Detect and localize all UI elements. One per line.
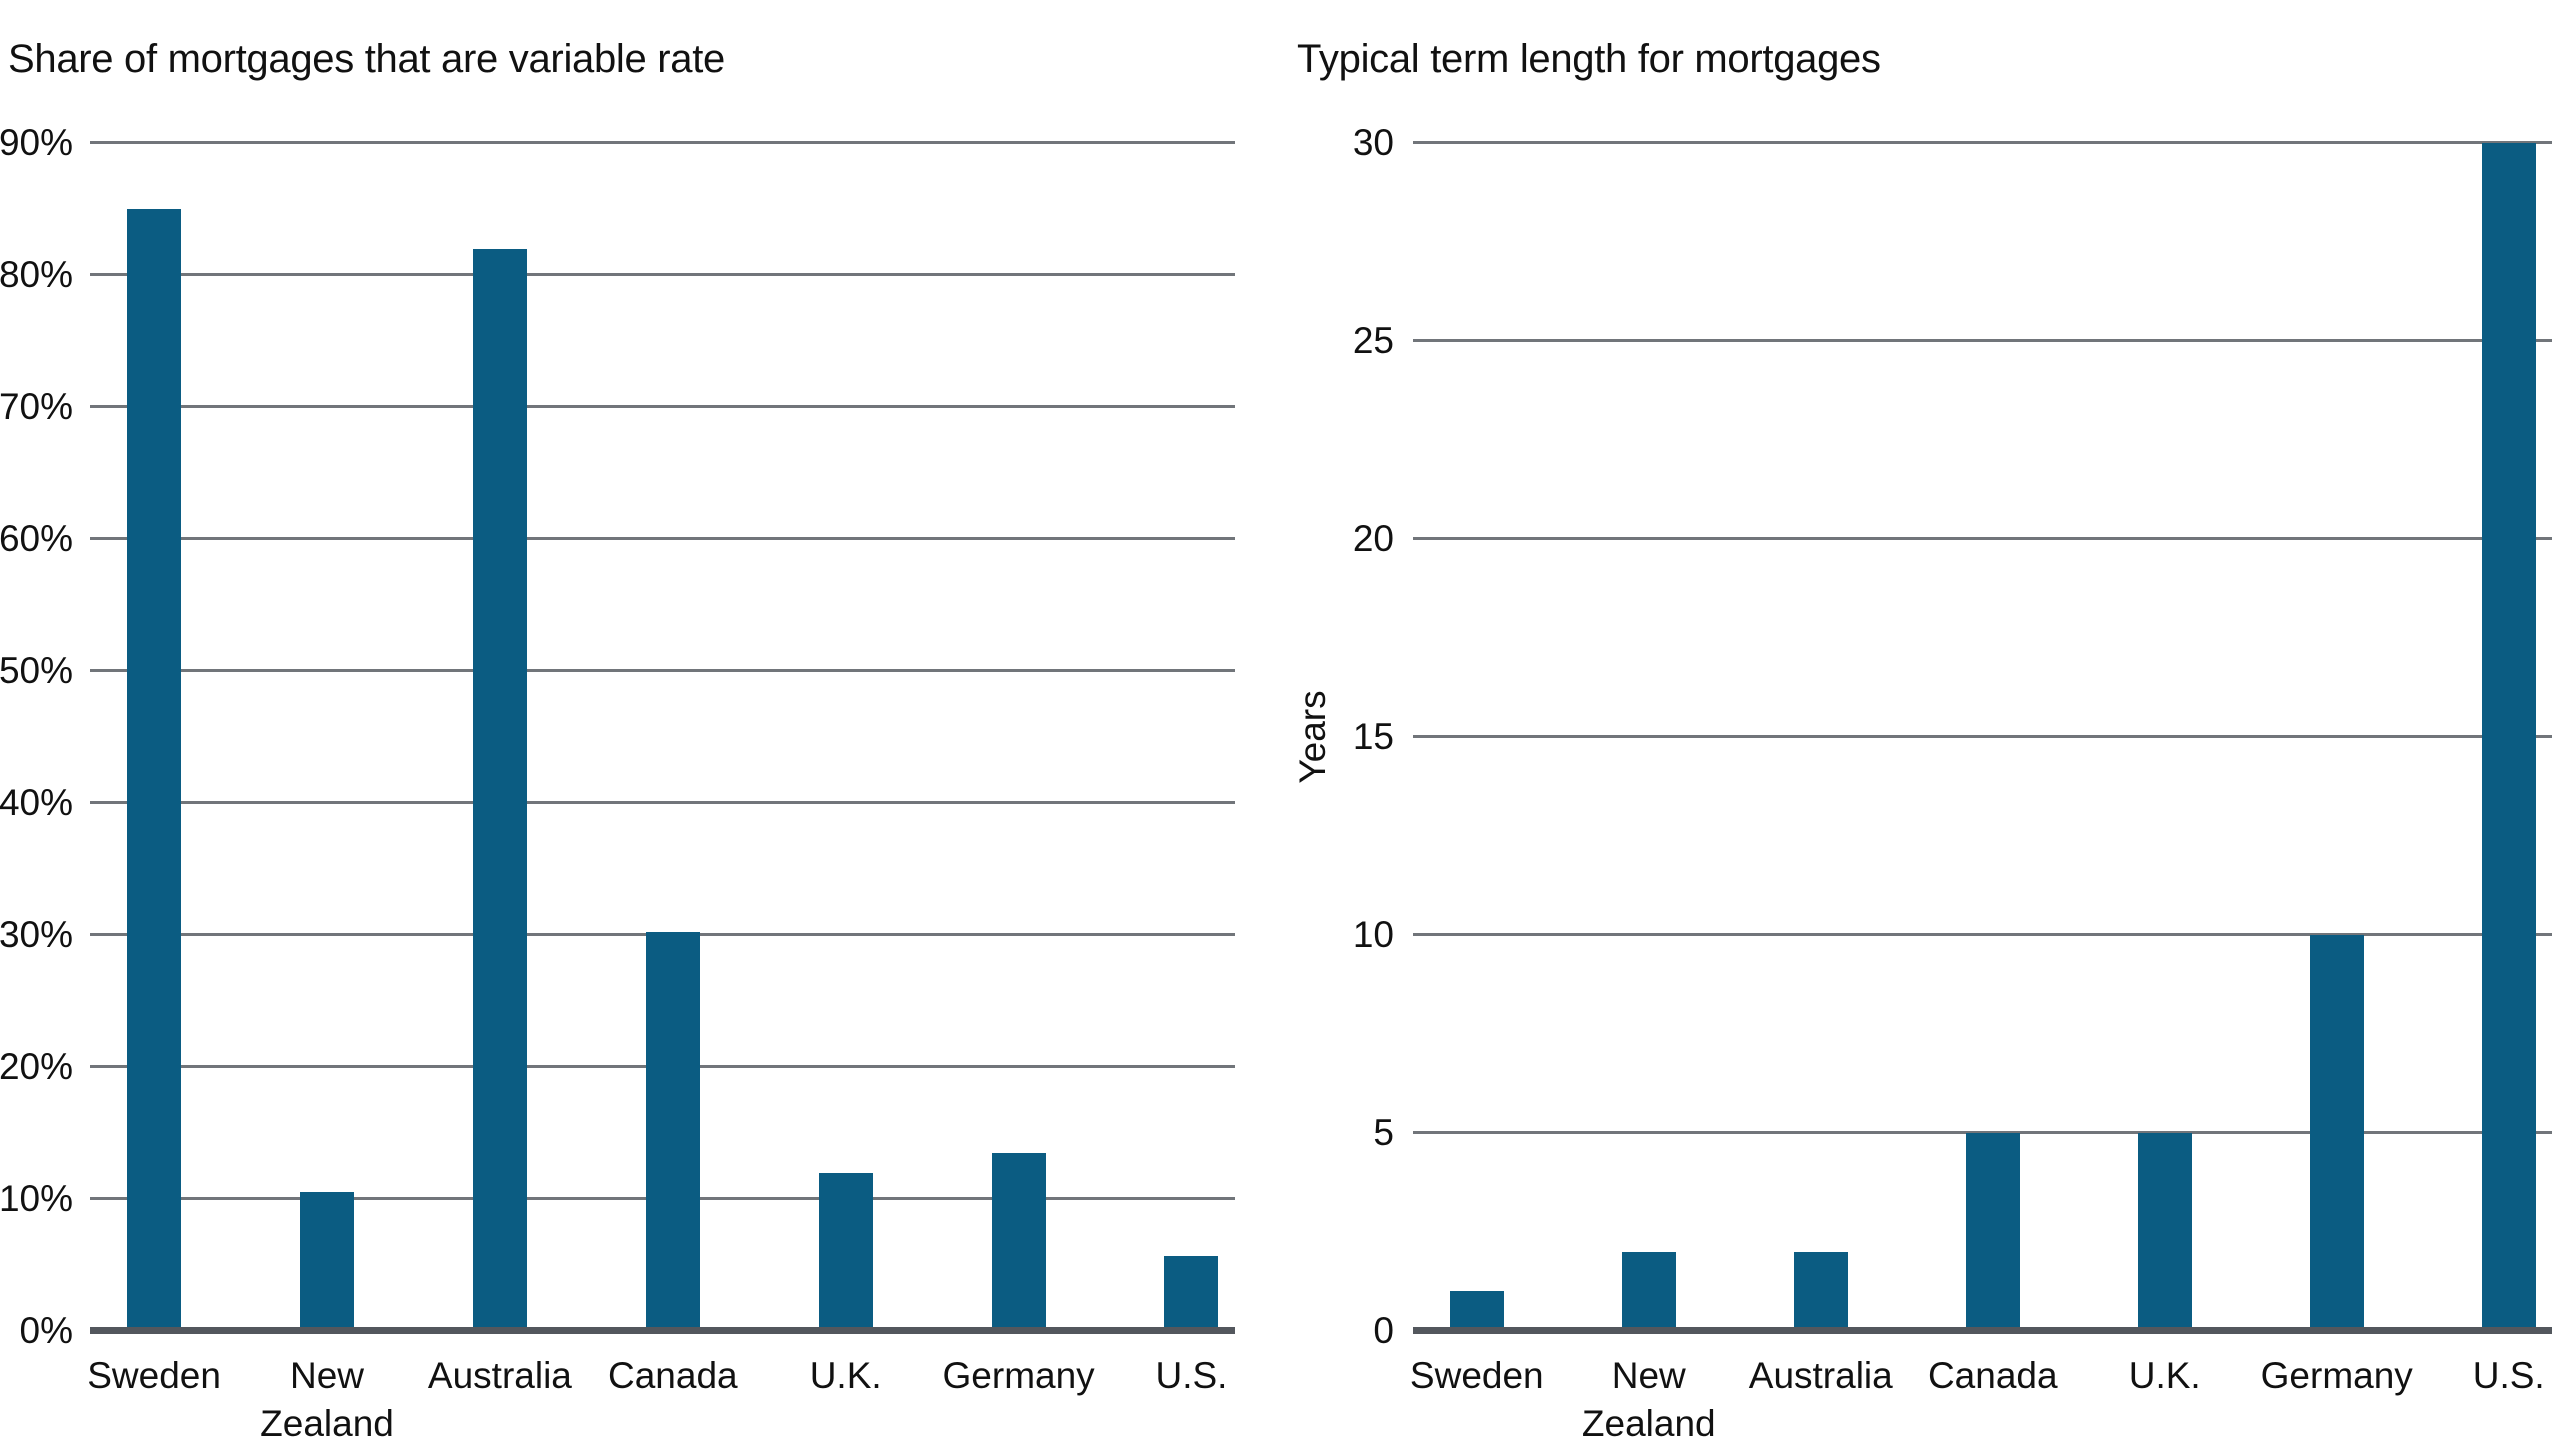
variable-rate-chart: Share of mortgages that are variable rat… (0, 37, 1235, 1440)
y-tick-label: 60% (0, 518, 73, 559)
x-category-label-canada: Canada (607, 1355, 738, 1396)
gridline (1413, 933, 2552, 937)
bar-canada (1965, 1133, 2020, 1331)
chart-title: Share of mortgages that are variable rat… (8, 37, 725, 82)
bar-sweden (127, 209, 182, 1331)
x-category-label-u-s: U.S. (1155, 1355, 1228, 1396)
y-tick-label: 5 (1373, 1112, 1394, 1153)
gridline (90, 273, 1235, 277)
bar-sweden (1449, 1291, 1504, 1331)
bar-australia (1793, 1251, 1848, 1331)
plot-area (1413, 141, 2552, 1334)
bar-germany (2309, 935, 2364, 1331)
bar-u-k (2137, 1133, 2192, 1331)
x-axis: Sweden New Zealand Australia Canada U.K. Germ… (87, 1352, 1235, 1440)
x-category-label-new-zealand: New Zealand (260, 1355, 394, 1440)
bar-germany (991, 1152, 1046, 1331)
gridline (1413, 537, 2552, 541)
y-tick-label: 90% (0, 122, 73, 163)
bar-australia (472, 248, 527, 1331)
x-category-label-new-zealand: New Zealand (1581, 1355, 1716, 1440)
bar-u-k (818, 1172, 873, 1331)
y-tick-label: 0 (1373, 1310, 1394, 1351)
y-axis-title: Years (1292, 690, 1333, 784)
y-tick-label: 25 (1352, 320, 1394, 361)
y-tick-label: 30% (0, 914, 73, 955)
gridline (90, 141, 1235, 144)
axis-baseline (90, 1327, 1235, 1334)
x-category-label-germany: Germany (942, 1355, 1095, 1396)
term-length-chart: Typical term length for mortgages Years … (1280, 0, 2560, 1440)
y-tick-label: 40% (0, 782, 73, 823)
x-category-label-sweden: Sweden (1409, 1355, 1544, 1396)
y-tick-label: 15 (1352, 716, 1394, 757)
y-tick-label: 70% (0, 385, 73, 427)
y-tick-label: 10 (1352, 914, 1394, 955)
x-category-label-sweden: Sweden (87, 1355, 221, 1396)
x-category-label-australia: Australia (1748, 1355, 1893, 1396)
plot-area (90, 141, 1235, 1334)
gridline (1413, 1131, 2552, 1135)
y-tick-label: 30 (1352, 122, 1394, 163)
bar-new-zealand (300, 1192, 354, 1331)
gridline (1413, 735, 2552, 738)
y-axis: 0% 10% 20% 30% 40% 50% 60% 70% 80% 90% (0, 122, 73, 1351)
y-tick-label: 0% (19, 1310, 73, 1351)
y-axis: 0 5 10 15 20 25 30 (1280, 122, 1394, 1351)
axis-baseline (1413, 1327, 2552, 1334)
gridline (90, 405, 1235, 408)
gridline (90, 801, 1235, 805)
y-tick-label: 20% (0, 1046, 73, 1087)
y-tick-label: 50% (0, 649, 73, 691)
bar-u-s (1164, 1255, 1219, 1331)
bar-canada (645, 932, 700, 1331)
x-category-label-germany: Germany (2260, 1355, 2413, 1396)
x-category-label-australia: Australia (427, 1355, 572, 1396)
x-category-label-u-s: U.S. (2472, 1355, 2545, 1396)
y-tick-label: 20 (1352, 518, 1394, 559)
gridline (90, 669, 1235, 672)
x-category-label-u-k: U.K. (809, 1355, 882, 1396)
x-category-label-u-k: U.K. (2128, 1355, 2201, 1396)
x-category-label-canada: Canada (1927, 1355, 2058, 1396)
bar-new-zealand (1621, 1251, 1676, 1331)
x-axis: Sweden New Zealand Australia Canada U.K. Germ… (1410, 1352, 2552, 1440)
y-tick-label: 10% (0, 1177, 73, 1219)
gridline (1413, 339, 2552, 342)
y-tick-label: 80% (0, 253, 73, 295)
gridline (1413, 141, 2552, 144)
bar-u-s (2481, 143, 2536, 1331)
gridline (90, 537, 1235, 541)
chart-title: Typical term length for mortgages (1297, 37, 1881, 82)
